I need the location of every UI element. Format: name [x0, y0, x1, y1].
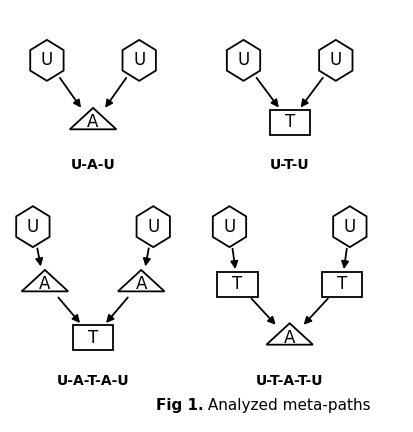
Polygon shape [30, 40, 64, 81]
Text: Fig 1.: Fig 1. [155, 398, 203, 413]
Polygon shape [136, 206, 169, 247]
Bar [269, 110, 309, 134]
Text: U: U [343, 218, 355, 236]
Text: U: U [237, 51, 249, 70]
Polygon shape [226, 40, 260, 81]
Text: A: A [39, 275, 50, 293]
Text: U: U [223, 218, 235, 236]
Text: T: T [336, 275, 346, 293]
Text: A: A [87, 113, 99, 131]
Polygon shape [266, 323, 312, 345]
Text: A: A [283, 329, 294, 346]
Polygon shape [21, 270, 68, 291]
Text: U: U [41, 51, 53, 70]
Bar [217, 272, 257, 297]
Polygon shape [212, 206, 246, 247]
Text: U: U [27, 218, 39, 236]
Text: U-A-T-A-U: U-A-T-A-U [57, 374, 129, 388]
Text: Analyzed meta-paths: Analyzed meta-paths [203, 398, 370, 413]
Bar [321, 272, 361, 297]
Polygon shape [332, 206, 366, 247]
Polygon shape [318, 40, 351, 81]
Text: T: T [284, 113, 294, 131]
Text: U: U [329, 51, 341, 70]
Text: U: U [133, 51, 145, 70]
Text: U-T-U: U-T-U [269, 159, 309, 172]
Text: U: U [147, 218, 159, 236]
Polygon shape [118, 270, 164, 291]
Polygon shape [122, 40, 156, 81]
Text: T: T [88, 329, 98, 346]
Polygon shape [70, 108, 116, 129]
Bar [73, 325, 113, 350]
Text: A: A [135, 275, 147, 293]
Text: U-T-A-T-U: U-T-A-T-U [255, 374, 323, 388]
Text: U-A-U: U-A-U [71, 159, 115, 172]
Text: T: T [232, 275, 242, 293]
Polygon shape [16, 206, 50, 247]
